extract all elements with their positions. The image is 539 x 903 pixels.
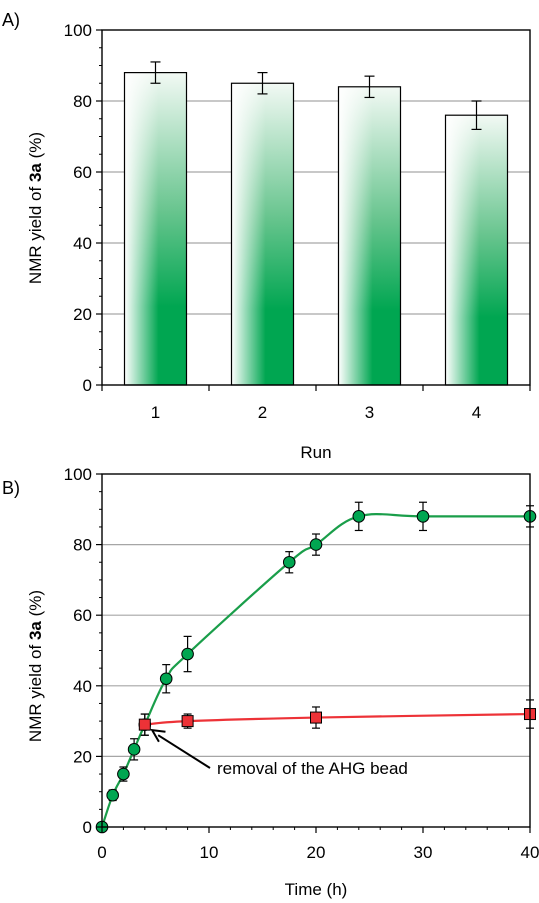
data-point-circle [181,647,194,661]
x-tick-label: 3 [365,403,374,422]
plot-frame [101,473,531,828]
y-tick-label: 40 [73,677,92,696]
panel-b-markers [95,510,537,834]
x-tick-label: 40 [521,843,539,862]
x-tick-label: 30 [414,843,433,862]
data-point-square [181,715,194,728]
panel-b-x-tick-labels: 0 10 20 30 40 [97,843,539,862]
data-point-circle [106,788,119,802]
y-tick-label: 100 [64,21,92,40]
panel-b-x-axis-title: Time (h) [285,880,348,899]
bar-outline [444,114,509,386]
annotation: removal of the AHG bead [150,728,408,778]
y-tick-label: 20 [73,305,92,324]
y-tick-label: 0 [83,818,92,837]
bar-outline [123,71,188,386]
panel-a-bars [123,61,509,386]
y-tick-label: 80 [73,536,92,555]
data-point-circle [309,538,323,551]
panel-b-y-tick-labels: 0 20 40 60 80 100 [64,465,92,837]
panel-a-axes [96,29,531,391]
data-point-circle [117,767,130,781]
bar-outline [337,86,402,386]
y-tick-label: 0 [83,376,92,395]
x-tick-label: 2 [258,403,267,422]
panel-b-label: B) [2,478,20,498]
y-tick-label: 80 [73,92,92,111]
panel-a: A) 0 20 40 60 80 100 1 2 3 4 Run NMR yield of 3a… [2,10,531,462]
x-tick-label: 4 [472,403,481,422]
annotation-text: removal of the AHG bead [217,759,408,778]
y-tick-label: 40 [73,234,92,253]
panel-a-y-tick-labels: 0 20 40 60 80 100 [64,21,92,395]
panel-a-x-axis-title: Run [300,443,331,462]
annotation-arrow-line [157,734,211,769]
panel-a-y-axis-title: NMR yield of 3a (%) [26,132,45,284]
data-point-square [310,711,322,724]
y-tick-label: 100 [64,465,92,484]
panel-b: B) 0 20 40 60 80 100 0 10 20 30 40 Time (h) NMR y… [2,465,539,899]
panel-b-axes [96,473,531,833]
y-tick-label: 60 [73,606,92,625]
x-tick-label: 1 [151,403,160,422]
series-line [144,712,531,726]
data-point-circle [282,555,296,569]
y-tick-label: 60 [73,163,92,182]
annotation-arrow-head [150,728,166,743]
data-point-circle [159,672,173,686]
x-tick-label: 20 [307,843,326,862]
panel-a-label: A) [2,10,20,30]
data-point-circle [127,743,141,756]
plot-frame [101,29,531,386]
data-point-circle [352,510,366,523]
x-tick-label: 0 [97,843,106,862]
bar-outline [230,82,295,386]
panel-b-y-axis-title: NMR yield of 3a (%) [26,590,45,742]
x-tick-label: 10 [200,843,219,862]
data-point-circle [416,510,430,523]
data-point-square [138,718,151,731]
panel-a-x-tick-labels: 1 2 3 4 [151,403,481,422]
y-tick-label: 20 [73,747,92,766]
